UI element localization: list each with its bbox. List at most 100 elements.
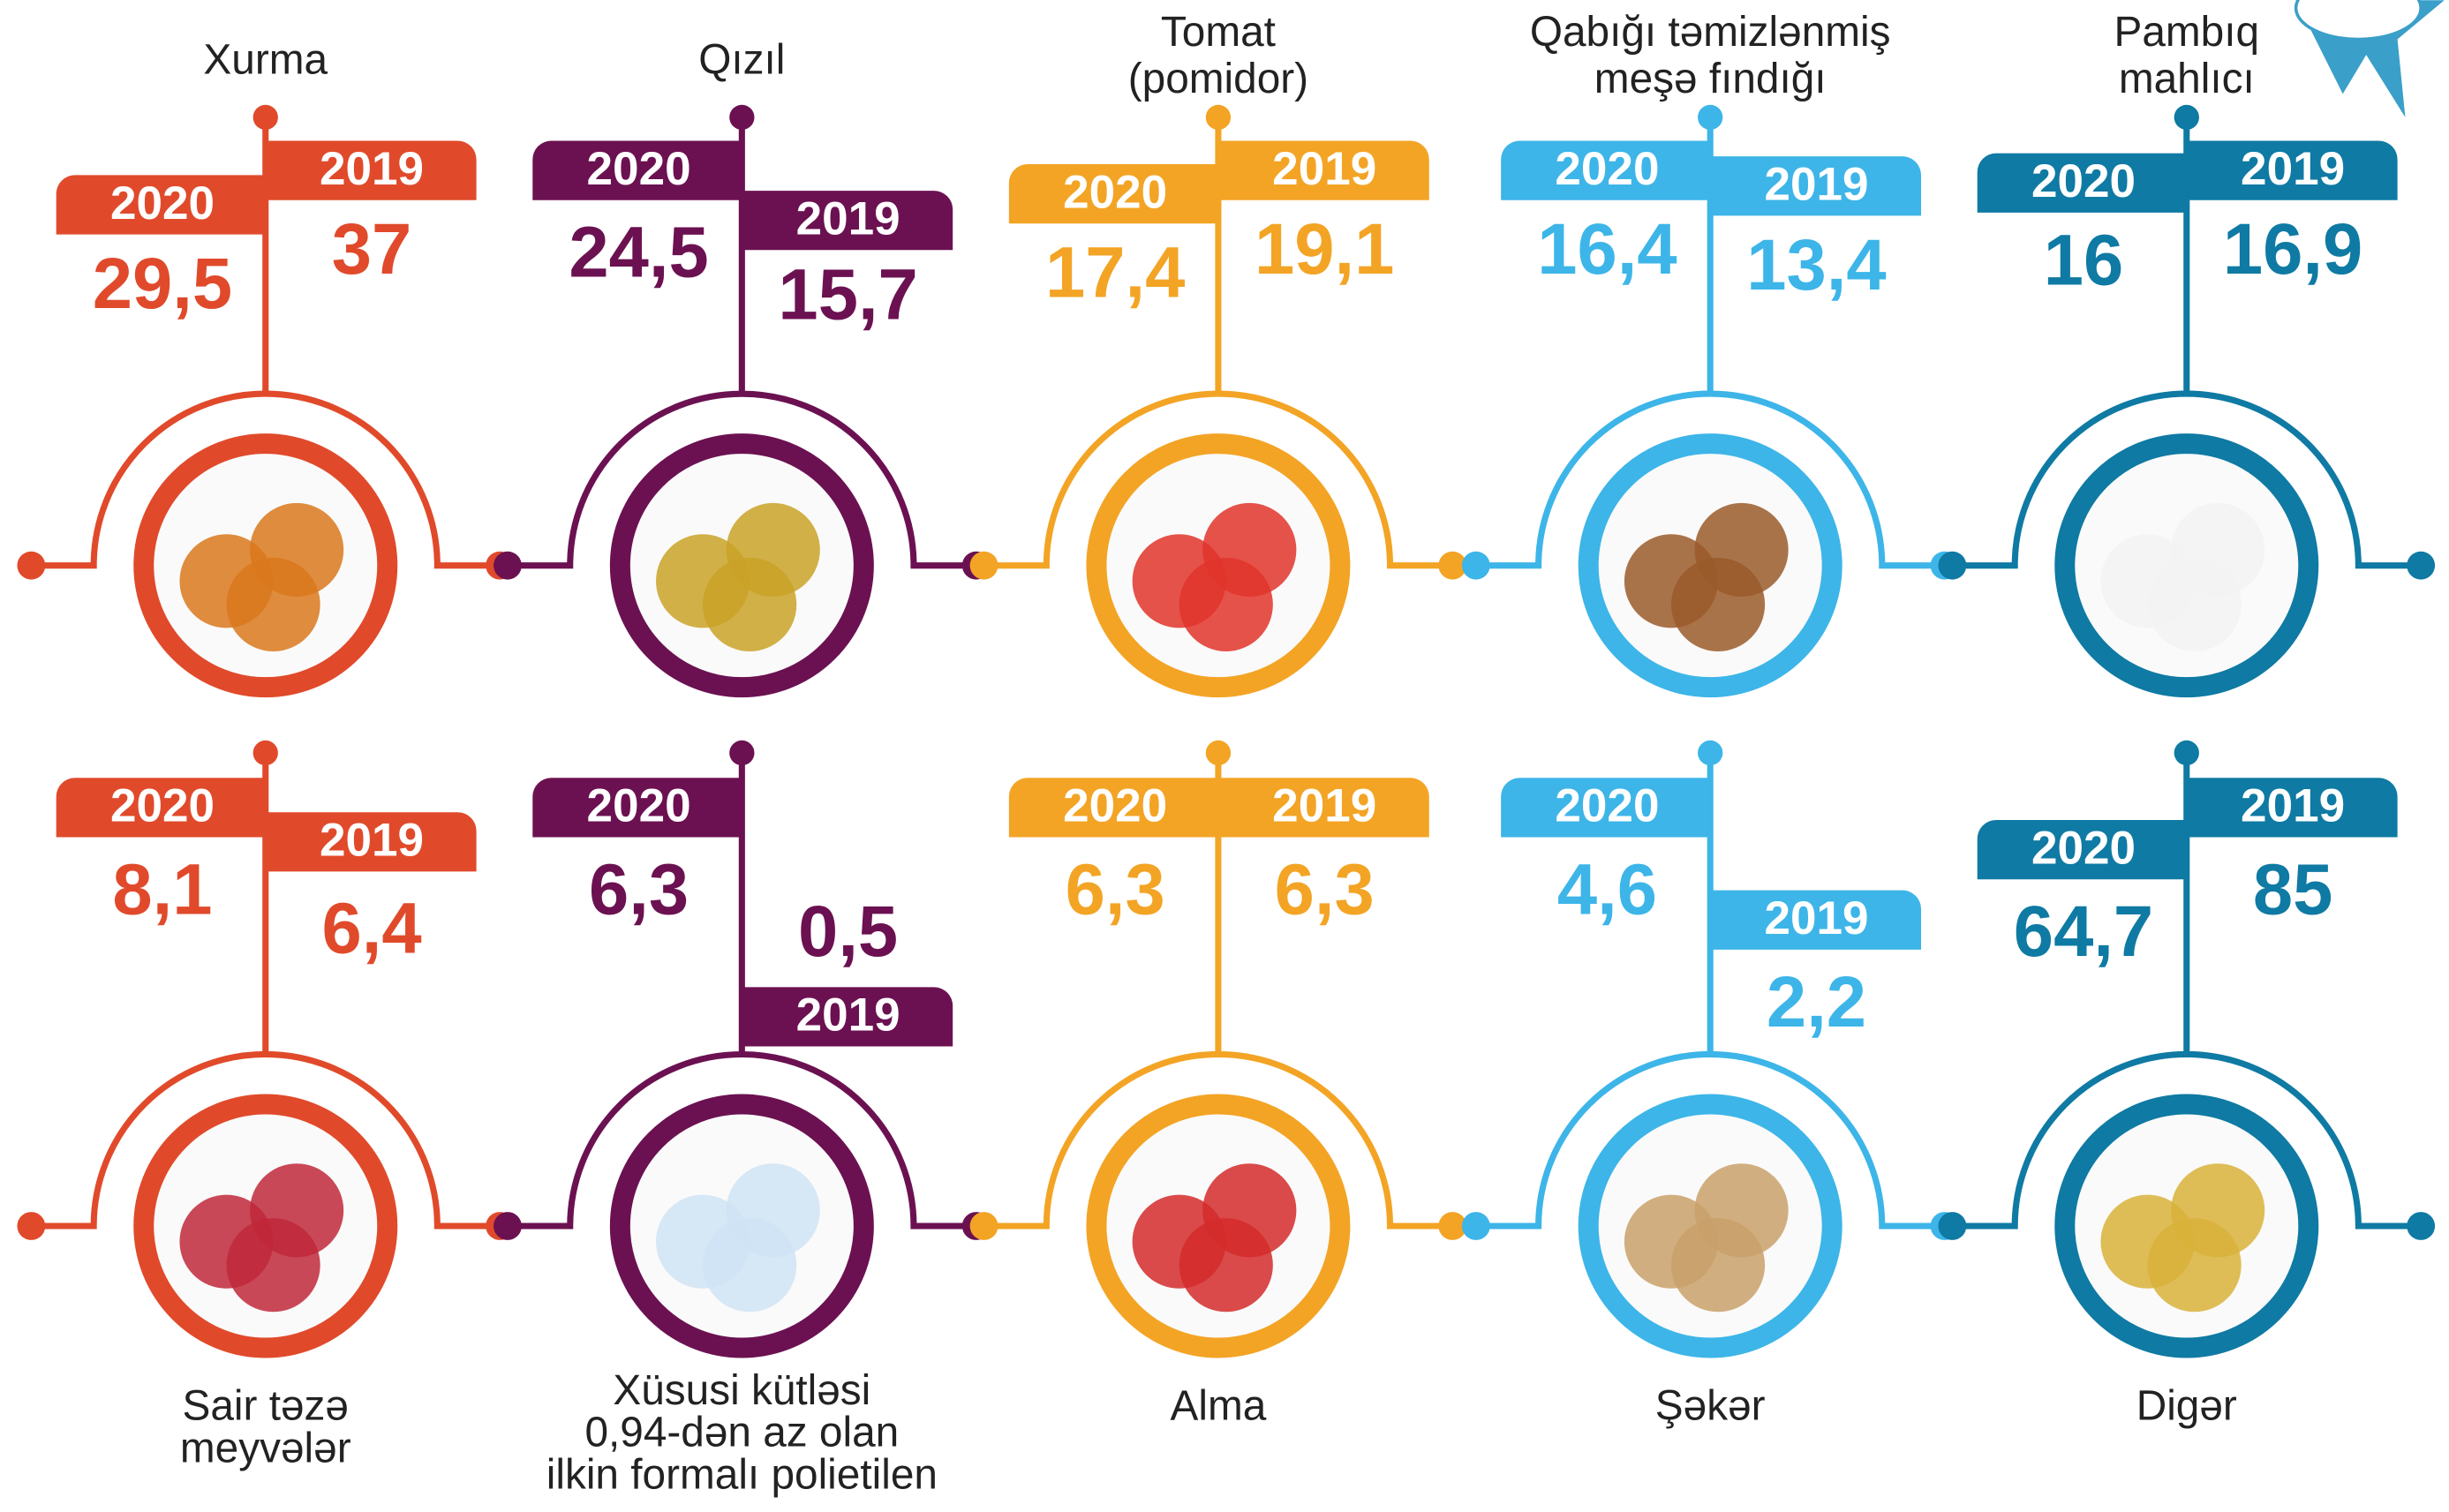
arc-dot <box>1938 1212 1966 1240</box>
product-image <box>703 1218 796 1312</box>
value-2020: 16,4 <box>1537 209 1677 290</box>
item: 2020 2019 24,5 15,7 Qızıl <box>494 37 991 688</box>
year-label: 2020 <box>110 780 215 832</box>
arc-dot <box>2407 552 2435 580</box>
year-label: 2020 <box>2031 822 2136 874</box>
year-label: 2019 <box>1764 892 1868 944</box>
product-name: Xüsusi kütləsi <box>613 1367 870 1414</box>
product-image <box>227 558 320 651</box>
year-label: 2020 <box>587 780 691 832</box>
item: 2020 2019 16,4 13,4 Qabığı təmizlənmişmeşə f… <box>1462 9 1959 688</box>
product-image <box>227 1218 320 1312</box>
item: 2020 2019 64,7 85 Digər <box>1938 741 2435 1430</box>
product-name: Digər <box>2136 1383 2237 1430</box>
product-name: Tomat <box>1161 9 1276 56</box>
item: 2020 2019 29,5 37 Xurma <box>17 37 514 688</box>
logo <box>2296 0 2445 117</box>
stem-dot <box>1698 741 1722 765</box>
item: 2020 2019 17,4 19,1 Tomat(pomidor) <box>970 9 1467 688</box>
product-name: meyvələr <box>180 1425 351 1471</box>
stem-dot <box>1206 105 1231 130</box>
value-2020: 64,7 <box>2014 891 2153 972</box>
value-2019: 2,2 <box>1767 962 1866 1042</box>
product-image <box>703 558 796 651</box>
value-2019: 37 <box>332 209 412 290</box>
product-image <box>2148 558 2242 651</box>
year-label: 2019 <box>2241 143 2345 195</box>
value-2020: 8,1 <box>112 849 212 929</box>
product-name: Sair təzə <box>183 1383 349 1430</box>
product-name: Xurma <box>203 37 328 84</box>
year-label: 2019 <box>796 989 900 1042</box>
year-label: 2019 <box>1272 143 1376 195</box>
product-name: Qızıl <box>698 37 785 84</box>
arc-dot <box>1462 1212 1490 1240</box>
value-2019: 19,1 <box>1255 209 1394 290</box>
product-name: 0,94-dən az olan <box>584 1410 899 1456</box>
value-2019: 6,4 <box>321 889 421 969</box>
stem-dot <box>729 105 754 130</box>
product-name: meşə fındığı <box>1594 56 1827 102</box>
product-name: ilkin formalı polietilen <box>546 1451 938 1498</box>
value-2019: 15,7 <box>778 254 917 335</box>
product-image <box>1179 558 1273 651</box>
stem-dot <box>2174 741 2199 765</box>
product-name: Şəkər <box>1655 1383 1766 1430</box>
product-name: (pomidor) <box>1128 56 1308 102</box>
product-image <box>1179 1218 1273 1312</box>
arc-dot <box>494 1212 522 1240</box>
stem-dot <box>253 741 278 765</box>
product-name: mahlıcı <box>2119 56 2255 102</box>
product-image <box>1671 558 1765 651</box>
value-2020: 17,4 <box>1045 233 1185 313</box>
year-label: 2020 <box>1063 780 1167 832</box>
product-image <box>2148 1218 2242 1312</box>
value-2019: 6,3 <box>1275 849 1375 929</box>
item: 2020 2019 6,3 6,3 Alma <box>970 741 1467 1430</box>
year-label: 2020 <box>1555 143 1659 195</box>
year-label: 2020 <box>2031 155 2136 207</box>
stem-dot <box>2174 105 2199 130</box>
year-label: 2019 <box>320 143 424 195</box>
value-2019: 16,9 <box>2223 209 2362 290</box>
value-2019: 0,5 <box>798 891 898 972</box>
year-label: 2020 <box>1063 166 1167 218</box>
value-2020: 6,3 <box>1066 849 1165 929</box>
arc-dot <box>2407 1212 2435 1240</box>
value-2019: 13,4 <box>1746 225 1886 305</box>
year-label: 2019 <box>1764 159 1868 211</box>
year-label: 2019 <box>796 192 900 244</box>
infographic: 2020 2019 29,5 37 Xurma 2020 2019 24,5 15,7 Qızıl… <box>0 0 2449 1512</box>
value-2019: 85 <box>2253 849 2333 929</box>
arc-dot <box>494 552 522 580</box>
stem-dot <box>729 741 754 765</box>
year-label: 2020 <box>587 143 691 195</box>
year-label: 2019 <box>320 815 424 867</box>
arc-dot <box>17 1212 45 1240</box>
page: 2020 2019 29,5 37 Xurma 2020 2019 24,5 15,7 Qızıl… <box>0 0 2449 1512</box>
stem-dot <box>1698 105 1722 130</box>
value-2020: 4,6 <box>1557 849 1657 929</box>
arc-dot <box>1938 552 1966 580</box>
arc-dot <box>970 1212 998 1240</box>
stem-dot <box>253 105 278 130</box>
value-2020: 24,5 <box>569 213 708 293</box>
product-image <box>1671 1218 1765 1312</box>
product-name: Qabığı təmizlənmiş <box>1530 9 1891 56</box>
product-name: Pambıq <box>2114 9 2260 56</box>
value-2020: 29,5 <box>93 244 232 324</box>
year-label: 2020 <box>110 177 215 229</box>
product-name: Alma <box>1171 1383 1267 1430</box>
year-label: 2019 <box>2241 780 2345 832</box>
arc-dot <box>17 552 45 580</box>
arc-dot <box>1462 552 1490 580</box>
year-label: 2019 <box>1272 780 1376 832</box>
stem-dot <box>1206 741 1231 765</box>
arc-dot <box>970 552 998 580</box>
value-2020: 16 <box>2044 220 2124 300</box>
value-2020: 6,3 <box>589 849 689 929</box>
